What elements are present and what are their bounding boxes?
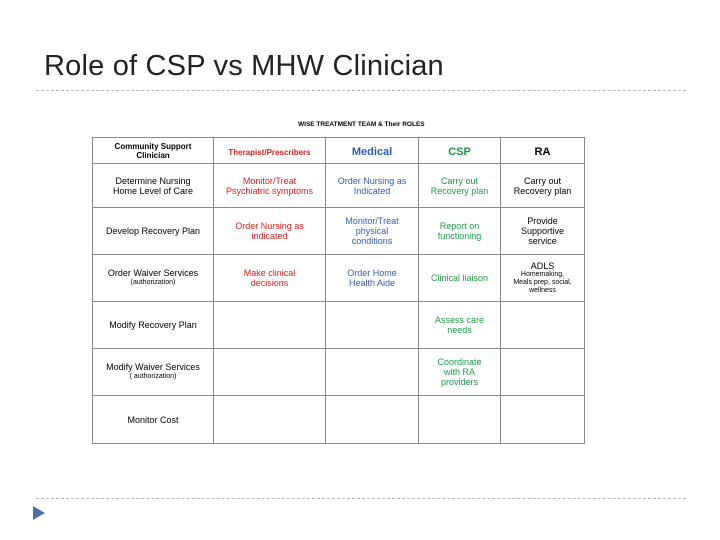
- cell-medical: [325, 348, 419, 396]
- header-medical-label: Medical: [351, 145, 393, 158]
- cell-medical: Order Home Health Aide: [325, 254, 419, 302]
- cell-text-line: Order Home: [347, 268, 397, 278]
- cell-csp: Coordinate with RA providers: [418, 348, 501, 396]
- table-row: Monitor Cost: [92, 395, 585, 444]
- header-csc-line2: Clinician: [136, 150, 170, 160]
- cell-text-line: conditions: [351, 236, 393, 246]
- cell-text-line: Monitor Cost: [127, 414, 179, 425]
- cell-community-support-clinician: Modify Recovery Plan: [92, 301, 214, 349]
- cell-ra: [500, 395, 585, 444]
- cell-therapist: [213, 395, 326, 444]
- roles-table-body: Community Support Clinician Therapist/Pr…: [92, 137, 585, 444]
- cell-text-line: Determine Nursing: [115, 175, 191, 186]
- cell-subtext: ( authorization): [129, 373, 177, 380]
- cell-text-line: Coordinate: [437, 357, 482, 367]
- cell-community-support-clinician: Develop Recovery Plan: [92, 207, 214, 255]
- cell-subtext: (authorization): [130, 279, 176, 286]
- cell-text-line: Order Nursing as: [235, 221, 304, 231]
- cell-community-support-clinician: Determine Nursing Home Level of Care: [92, 163, 214, 208]
- cell-text-line: Carry out: [440, 175, 478, 186]
- table-row: Determine Nursing Home Level of Care Monit…: [92, 163, 585, 208]
- cell-text-line: Develop Recovery Plan: [105, 226, 201, 236]
- cell-medical: Monitor/Treat physical conditions: [325, 207, 419, 255]
- header-row: Community Support Clinician Therapist/Pr…: [92, 137, 585, 164]
- cell-small-text: Meals prep, social,: [513, 279, 572, 286]
- cell-text-line: providers: [440, 377, 478, 387]
- header-ra-label: RA: [534, 145, 551, 158]
- cell-text-line: with RA: [443, 367, 475, 377]
- cell-text-line: Monitor/Treat: [345, 216, 399, 226]
- cell-ra: [500, 301, 585, 349]
- cell-ra: [500, 348, 585, 396]
- header-csp: CSP: [418, 137, 501, 164]
- roles-table: Community Support Clinician Therapist/Pr…: [92, 137, 585, 444]
- cell-therapist: Monitor/Treat Psychiatric symptoms: [213, 163, 326, 208]
- cell-small-text: Homemaking,: [520, 271, 565, 278]
- table-row: Order Waiver Services (authorization) Make…: [92, 254, 585, 302]
- cell-text-line: Recovery plan: [513, 185, 572, 196]
- cell-text-line: decisions: [250, 278, 289, 288]
- cell-csp: Clinical liaison: [418, 254, 501, 302]
- cell-text-line: indicated: [251, 231, 288, 241]
- slide-title: Role of CSP vs MHW Clinician: [44, 50, 444, 82]
- header-medical: Medical: [325, 137, 419, 164]
- cell-text-line: service: [528, 236, 557, 246]
- cell-community-support-clinician: Monitor Cost: [92, 395, 214, 444]
- table-caption: WISE TREATMENT TEAM & Their ROLES: [298, 121, 425, 128]
- cell-text-line: Modify Recovery Plan: [109, 320, 197, 330]
- cell-text-line: Home Level of Care: [112, 185, 194, 196]
- cell-therapist: [213, 301, 326, 349]
- cell-text-line: Clinical liaison: [430, 273, 489, 283]
- cell-text-line: needs: [447, 325, 472, 335]
- cell-csp: Assess care needs: [418, 301, 501, 349]
- slide-bullet-arrow-icon: [33, 506, 45, 520]
- cell-csp: [418, 395, 501, 444]
- cell-text-line: Monitor/Treat: [242, 175, 297, 186]
- cell-text-line: Order Waiver Services: [107, 268, 199, 278]
- table-row: Modify Waiver Services( authorization) Co…: [92, 348, 585, 396]
- cell-text-line: Modify Waiver Services: [106, 362, 200, 372]
- cell-medical: Order Nursing as Indicated: [325, 163, 419, 208]
- bottom-divider: [36, 498, 686, 499]
- header-community-support-clinician: Community Support Clinician: [92, 137, 214, 164]
- cell-community-support-clinician: Order Waiver Services (authorization): [92, 254, 214, 302]
- cell-ra: ADLS Homemaking, Meals prep, social, wellne…: [500, 254, 585, 302]
- cell-text-line: Recovery plan: [430, 185, 489, 196]
- cell-text-line: Assess care: [434, 315, 485, 325]
- cell-csp: Carry out Recovery plan: [418, 163, 501, 208]
- cell-text-line: Provide: [527, 216, 558, 226]
- top-divider: [36, 90, 686, 91]
- cell-therapist: Order Nursing as indicated: [213, 207, 326, 255]
- header-therapist-label: Therapist/Prescribers: [228, 147, 311, 157]
- cell-text-line: functioning: [437, 231, 482, 241]
- cell-small-text: wellness: [529, 287, 556, 294]
- header-therapist: Therapist/Prescribers: [213, 137, 326, 164]
- cell-text-line: physical: [355, 226, 389, 236]
- cell-text-line: Supportive: [520, 226, 565, 236]
- cell-text-line: Report on: [439, 221, 480, 231]
- cell-csp: Report on functioning: [418, 207, 501, 255]
- cell-text-line: Carry out: [523, 175, 561, 186]
- cell-community-support-clinician: Modify Waiver Services( authorization): [92, 348, 214, 396]
- header-csc-line1: Community Support: [114, 141, 192, 151]
- cell-text-line: Psychiatric symptoms: [225, 185, 314, 196]
- cell-text-line: Make clinical: [243, 268, 296, 278]
- cell-therapist: Make clinical decisions: [213, 254, 326, 302]
- cell-ra: Provide Supportive service: [500, 207, 585, 255]
- header-csp-label: CSP: [448, 145, 471, 158]
- cell-medical: [325, 301, 419, 349]
- cell-text-line: Health Aide: [348, 278, 396, 288]
- table-row: Modify Recovery Plan Assess care needs: [92, 301, 585, 349]
- header-ra: RA: [500, 137, 585, 164]
- cell-ra: Carry out Recovery plan: [500, 163, 585, 208]
- cell-text-line: Order Nursing as: [337, 175, 407, 186]
- cell-text-line: ADLS: [530, 261, 555, 271]
- cell-text-line: Indicated: [353, 185, 391, 196]
- cell-medical: [325, 395, 419, 444]
- cell-therapist: [213, 348, 326, 396]
- table-row: Develop Recovery Plan Order Nursing as ind…: [92, 207, 585, 255]
